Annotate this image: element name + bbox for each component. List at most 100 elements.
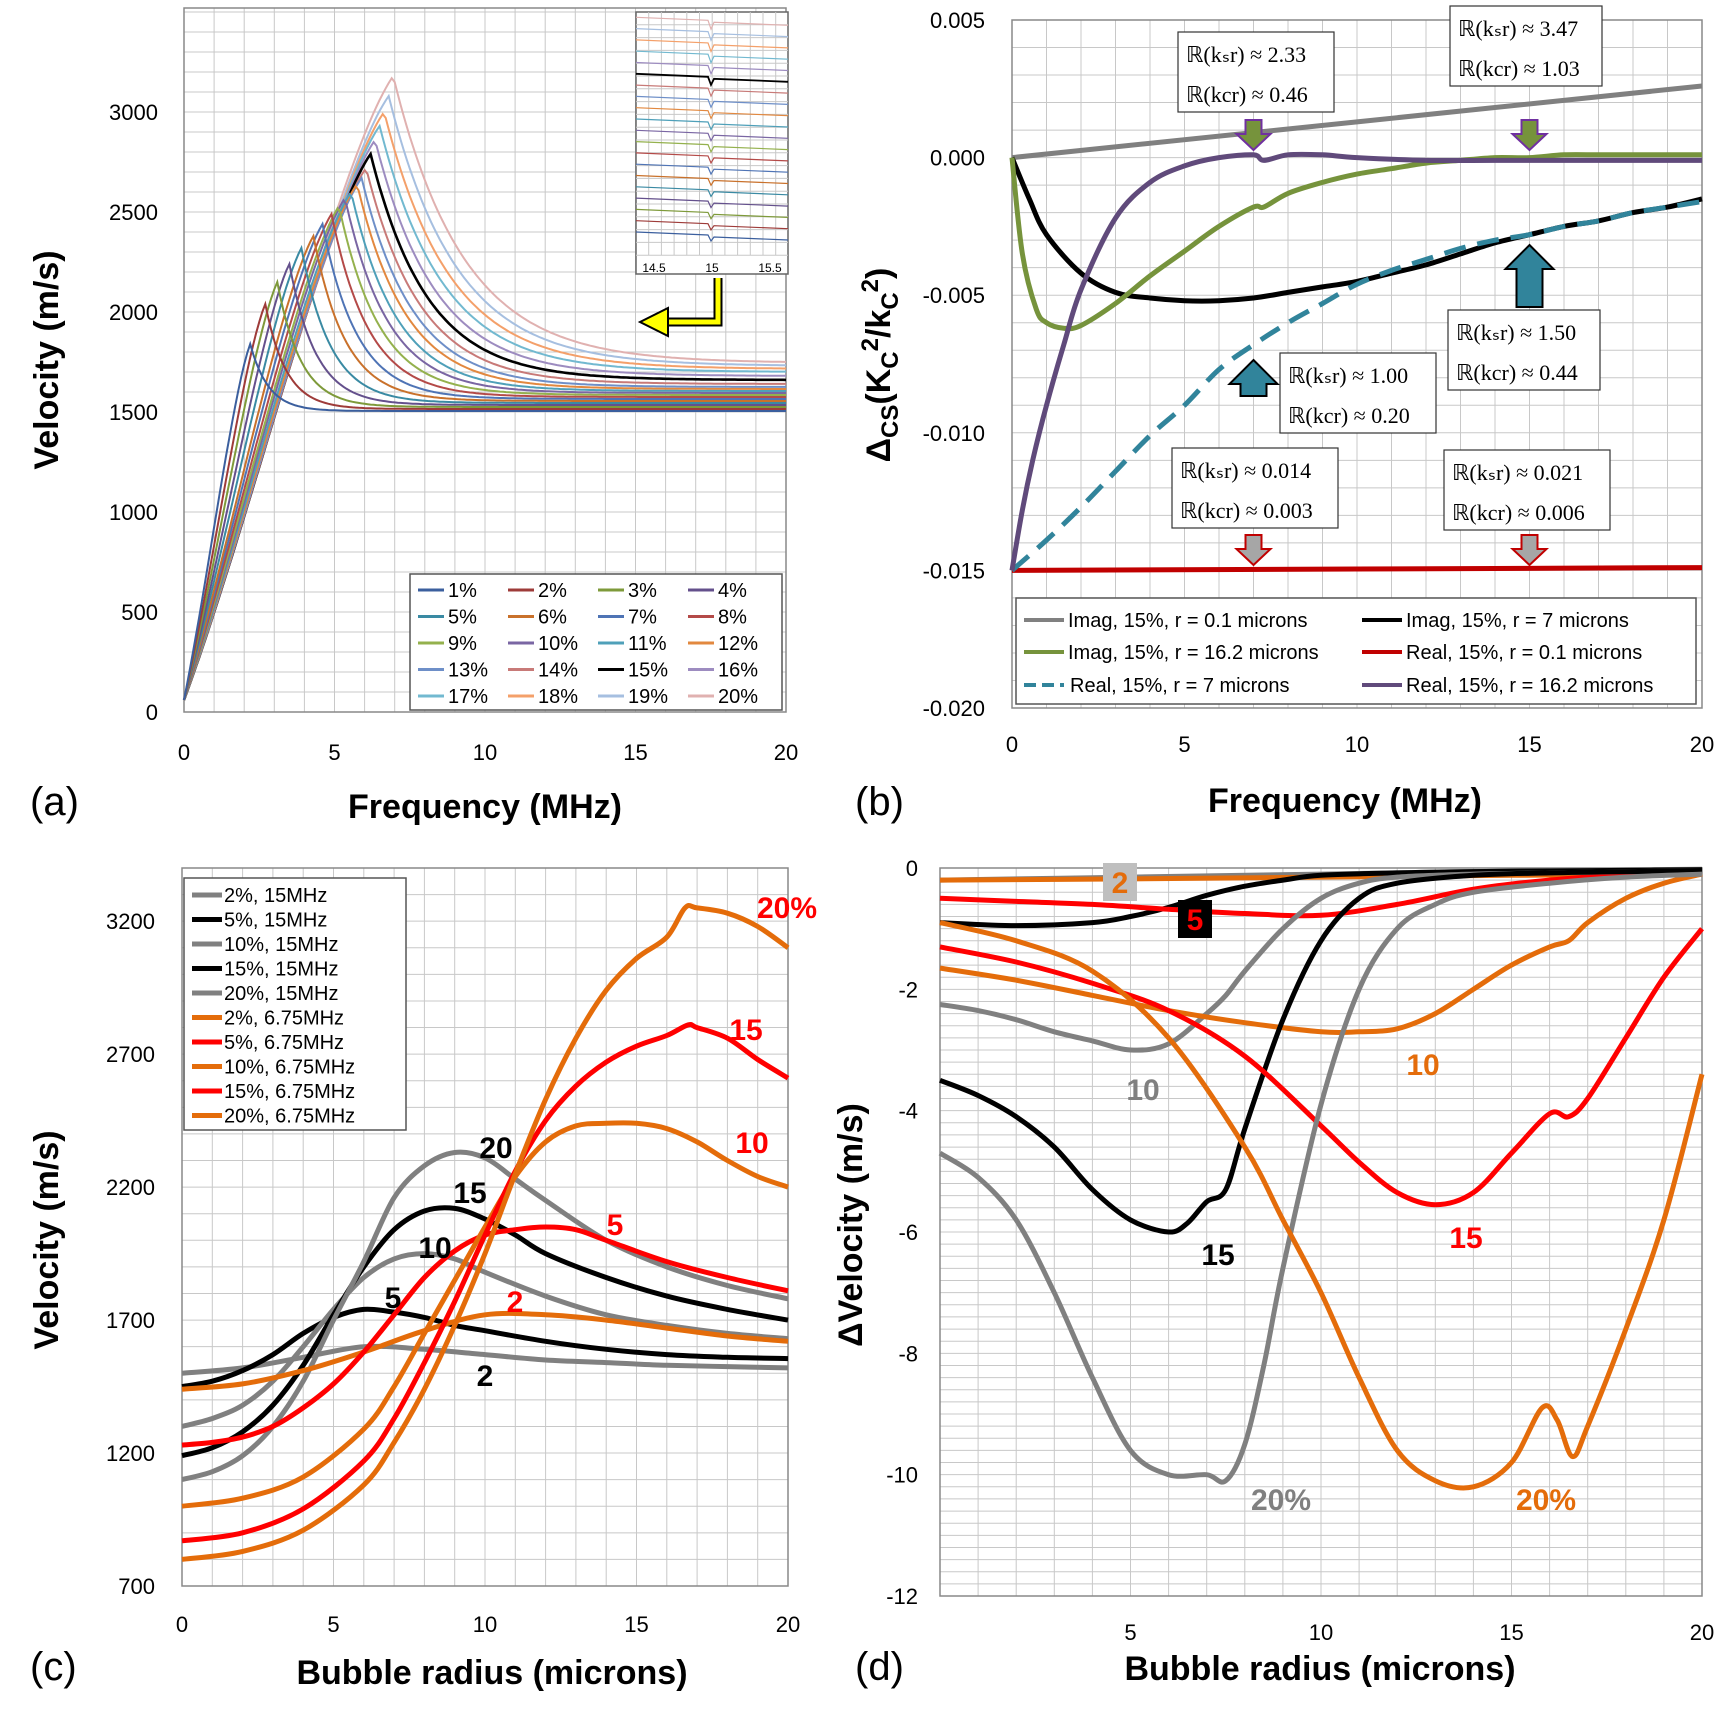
x-tick-label-b-4: 20 bbox=[1690, 732, 1714, 757]
legend-label-c-6: 5%, 6.75MHz bbox=[224, 1032, 344, 1054]
curve-label-d-0: 2 bbox=[1112, 867, 1129, 900]
y-tick-label-d-5: -10 bbox=[886, 1463, 918, 1488]
marker-arrow-b-2 bbox=[1503, 243, 1556, 308]
y-tick-label-d-3: -6 bbox=[898, 1220, 918, 1245]
inset-zoom-a: 14.5 15 15.5 bbox=[635, 11, 789, 275]
legend-label-a-10pct: 10% bbox=[538, 633, 578, 655]
series-group-d bbox=[938, 866, 1705, 1491]
legend-label-c-2: 10%, 15MHz bbox=[224, 934, 339, 956]
y-tick-label-d-4: -8 bbox=[898, 1341, 918, 1366]
annotation-box-b-3 bbox=[1279, 352, 1437, 434]
y-tick-label-c-1: 1200 bbox=[106, 1441, 155, 1466]
annotation-line2-b-1: ℝ(kcr) ≈ 1.03 bbox=[1458, 56, 1580, 81]
series-line-a-8pct bbox=[183, 211, 786, 701]
legend-label-b-2: Imag, 15%, r = 16.2 microns bbox=[1068, 642, 1319, 664]
legend-label-a-19pct: 19% bbox=[628, 686, 668, 708]
x-tick-label-d-1: 10 bbox=[1309, 1620, 1333, 1645]
legend-label-c-8: 15%, 6.75MHz bbox=[224, 1081, 355, 1103]
inset-line-17pct bbox=[635, 50, 789, 65]
legend-label-c-1: 5%, 15MHz bbox=[224, 910, 327, 932]
series-line-b-2 bbox=[1009, 152, 1702, 332]
legend-label-a-11pct: 11% bbox=[628, 633, 667, 655]
inset-line-12pct bbox=[635, 107, 789, 120]
x-tick-label-b-3: 15 bbox=[1517, 732, 1541, 757]
legend-box-a bbox=[409, 573, 783, 711]
series-line-c-8 bbox=[181, 1021, 790, 1544]
annotation-line2-b-4: ℝ(kcr) ≈ 0.003 bbox=[1180, 498, 1313, 523]
legend-a: 1% 2% 3% 4% 5% 6% 7% 8% 9% 10% 11% 12% 13% 14% 15% 16% 1… bbox=[409, 573, 783, 711]
curve-label-c-7: 10 bbox=[735, 1127, 768, 1160]
y-axis-label-c: Velocity (m/s) bbox=[28, 1130, 66, 1349]
panel-label-a: (a) bbox=[30, 780, 79, 824]
y-tick-label-b-3: -0.010 bbox=[923, 421, 985, 446]
annotation-line1-b-0: ℝ(kₛr) ≈ 2.33 bbox=[1186, 42, 1306, 67]
series-line-a-12pct bbox=[183, 184, 786, 701]
inset-tick-1: 15 bbox=[705, 261, 719, 275]
curve-label-d-2: 10 bbox=[1126, 1074, 1159, 1107]
ticks-b: 0 5 10 15 20 0.005 0.000 -0.005 -0.010 -0.015 -0.0… bbox=[923, 8, 1715, 757]
marker-arrow-b-4 bbox=[1233, 534, 1274, 567]
legend-label-a-18pct: 18% bbox=[538, 686, 578, 708]
legend-label-c-9: 20%, 6.75MHz bbox=[224, 1106, 355, 1128]
series-line-d-6 bbox=[939, 868, 1703, 1235]
y-tick-label-c-4: 2700 bbox=[106, 1042, 155, 1067]
x-axis-label-d: Bubble radius (microns) bbox=[1124, 1650, 1515, 1688]
y-tick-label-c-3: 2200 bbox=[106, 1175, 155, 1200]
legend-label-b-1: Imag, 15%, r = 7 microns bbox=[1406, 610, 1629, 632]
series-group-a bbox=[182, 76, 787, 701]
y-tick-label-a-5: 2500 bbox=[109, 200, 158, 225]
inset-line-19pct bbox=[635, 28, 789, 42]
y-tick-label-a-2: 1000 bbox=[109, 500, 158, 525]
curve-label-c-5: 20% bbox=[757, 892, 817, 925]
annotation-box-b-5 bbox=[1443, 449, 1611, 531]
curve-label-d-6: 20% bbox=[1251, 1484, 1311, 1517]
legend-label-a-9pct: 9% bbox=[448, 633, 477, 655]
curve-label-bg-d-0 bbox=[1103, 863, 1137, 901]
series-line-a-1pct bbox=[183, 340, 786, 701]
curve-label-d-4: 15 bbox=[1201, 1239, 1234, 1272]
y-tick-label-b-0: 0.005 bbox=[930, 8, 985, 33]
plot-frame-d bbox=[939, 867, 1703, 1597]
legend-label-a-16pct: 16% bbox=[718, 660, 758, 682]
annotation-line1-b-2: ℝ(kₛr) ≈ 1.50 bbox=[1456, 320, 1576, 345]
inset-line-13pct bbox=[635, 95, 789, 109]
y-tick-label-c-2: 1700 bbox=[106, 1308, 155, 1333]
legend-label-c-7: 10%, 6.75MHz bbox=[224, 1057, 355, 1079]
annotation-box-b-2 bbox=[1447, 309, 1601, 391]
y-tick-label-a-0: 0 bbox=[146, 700, 158, 725]
legend-label-b-3: Real, 15%, r = 0.1 microns bbox=[1406, 642, 1642, 664]
inset-line-14pct bbox=[635, 84, 789, 98]
inset-line-5pct bbox=[635, 186, 789, 198]
y-tick-label-b-5: -0.020 bbox=[923, 696, 985, 721]
series-line-a-4pct bbox=[183, 260, 786, 701]
series-line-b-3 bbox=[1011, 565, 1703, 573]
legend-label-a-5pct: 5% bbox=[448, 607, 477, 629]
curve-label-c-9: 2 bbox=[507, 1286, 524, 1319]
legend-label-a-7pct: 7% bbox=[628, 607, 657, 629]
annotation-line1-b-4: ℝ(kₛr) ≈ 0.014 bbox=[1180, 458, 1311, 483]
chart-panel-a: 0 5 10 15 20 0 500 1000 1500 2000 2500 3000 14.5 15… bbox=[28, 7, 798, 826]
annotation-box-b-1 bbox=[1449, 5, 1603, 87]
curve-label-d-3: 10 bbox=[1406, 1049, 1439, 1082]
curve-label-bg-d-1 bbox=[1178, 900, 1212, 938]
series-line-d-3 bbox=[939, 871, 1703, 919]
series-line-c-6 bbox=[181, 1224, 789, 1448]
legend-label-a-20pct: 20% bbox=[718, 686, 758, 708]
inset-tick-0: 14.5 bbox=[642, 261, 666, 275]
x-tick-label-b-2: 10 bbox=[1345, 732, 1369, 757]
annotation-box-b-4 bbox=[1171, 447, 1339, 529]
legend-label-a-14pct: 14% bbox=[538, 660, 578, 682]
series-line-a-3pct bbox=[183, 278, 786, 701]
y-tick-label-d-6: -12 bbox=[886, 1584, 918, 1609]
x-tick-label-b-0: 0 bbox=[1006, 732, 1018, 757]
annotation-line1-b-5: ℝ(kₛr) ≈ 0.021 bbox=[1452, 460, 1583, 485]
series-line-a-10pct bbox=[183, 198, 786, 701]
legend-label-c-4: 20%, 15MHz bbox=[224, 983, 339, 1005]
series-line-c-0 bbox=[181, 1343, 789, 1376]
